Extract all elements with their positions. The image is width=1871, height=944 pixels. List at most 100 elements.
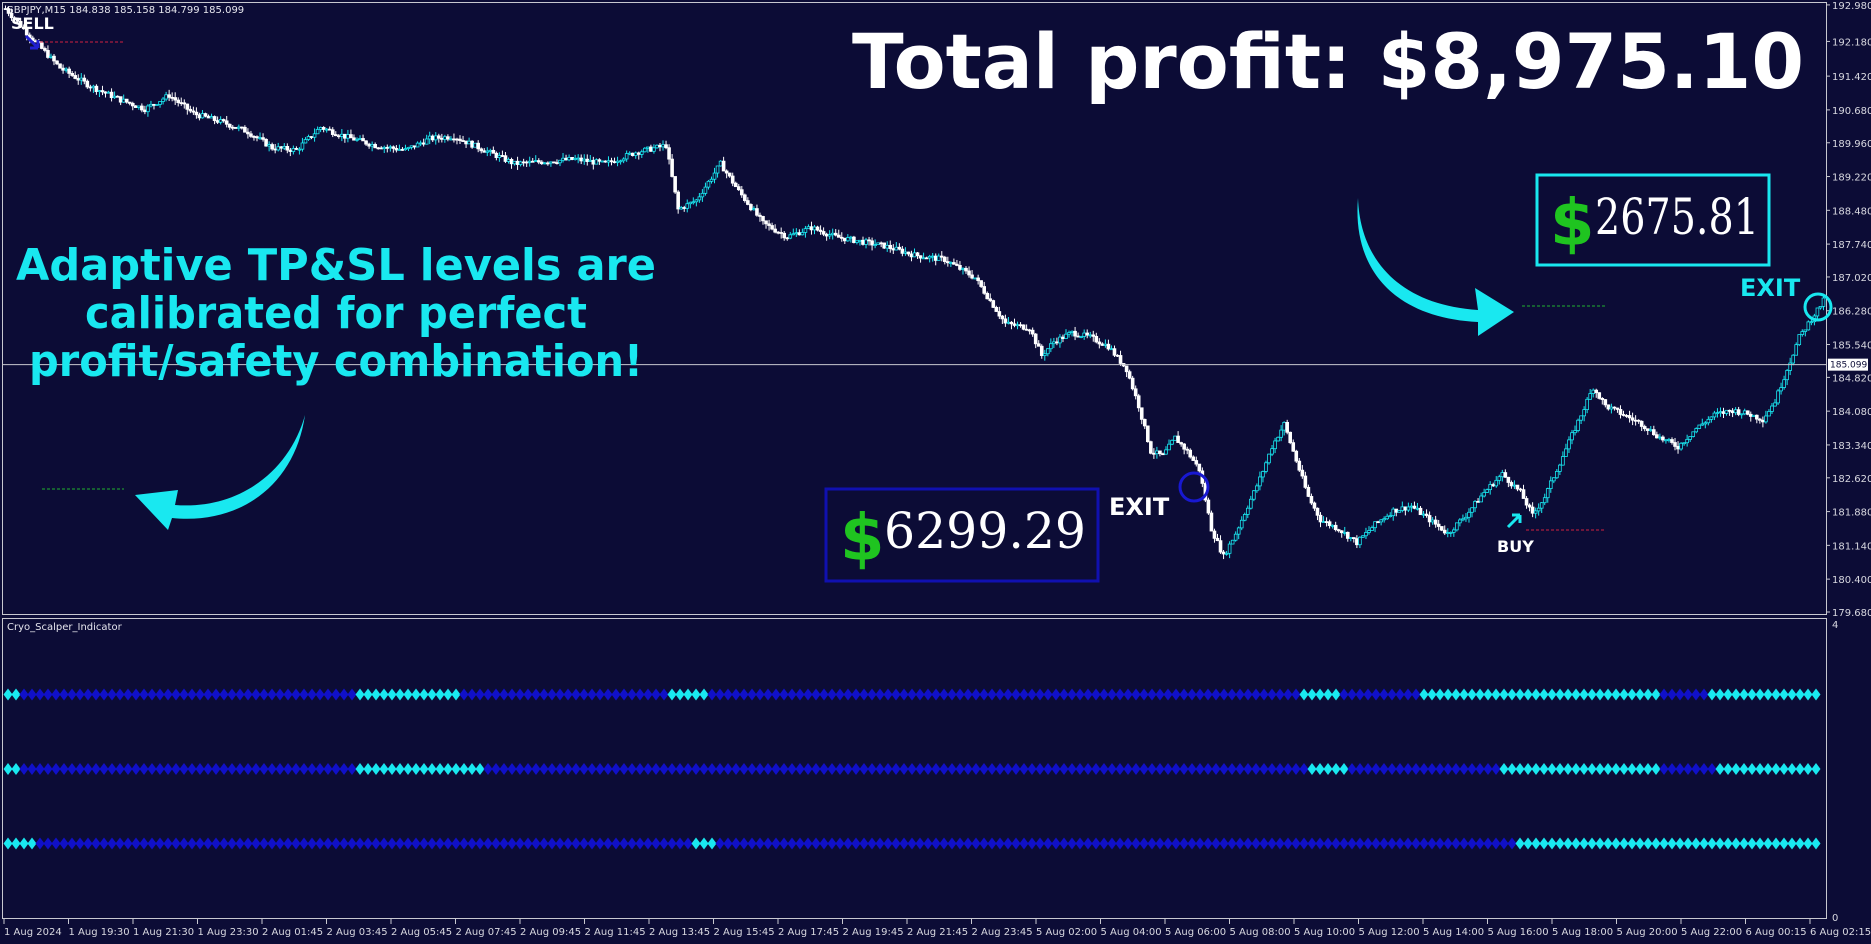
indicator-diamond bbox=[787, 688, 797, 701]
price-pane[interactable] bbox=[2, 2, 1827, 615]
indicator-diamond bbox=[243, 763, 253, 775]
indicator-diamond bbox=[1491, 837, 1501, 850]
candle-body bbox=[1521, 489, 1526, 499]
indicator-diamond bbox=[275, 763, 285, 775]
candle-body bbox=[1106, 343, 1111, 350]
indicator-diamond bbox=[851, 837, 861, 850]
candle-body bbox=[679, 207, 683, 210]
candle-body bbox=[1245, 507, 1250, 515]
candle-body bbox=[1006, 321, 1011, 324]
indicator-diamond bbox=[1411, 837, 1421, 850]
indicator-diamond bbox=[1651, 688, 1661, 701]
indicator-diamond bbox=[1155, 763, 1165, 775]
indicator-diamond bbox=[1123, 837, 1133, 850]
indicator-diamond bbox=[243, 837, 253, 850]
indicator-diamond bbox=[1203, 688, 1213, 701]
indicator-diamond bbox=[1307, 837, 1317, 850]
candle-body bbox=[1018, 324, 1023, 327]
indicator-diamond bbox=[979, 763, 989, 775]
candle-body bbox=[536, 160, 541, 163]
candle-body bbox=[718, 160, 723, 167]
candle-body bbox=[1427, 515, 1432, 523]
indicator-diamond bbox=[115, 688, 125, 701]
indicator-tick-top: 4 bbox=[1832, 620, 1838, 631]
candle-body bbox=[543, 162, 547, 165]
candle-body bbox=[506, 158, 511, 162]
candle-body bbox=[170, 96, 174, 99]
candle-body bbox=[1118, 355, 1123, 364]
candle-body bbox=[1115, 354, 1120, 357]
indicator-pane[interactable] bbox=[2, 618, 1827, 919]
sell-label: SELL bbox=[11, 14, 54, 33]
indicator-diamond bbox=[59, 688, 69, 701]
candle-body bbox=[206, 115, 211, 119]
candle-body bbox=[388, 146, 393, 149]
indicator-diamond bbox=[691, 837, 701, 850]
indicator-diamond bbox=[843, 763, 853, 775]
indicator-diamond bbox=[635, 837, 645, 850]
candle-body bbox=[618, 160, 623, 163]
indicator-diamond bbox=[699, 763, 709, 775]
indicator-diamond bbox=[1307, 763, 1317, 775]
candle-body bbox=[1761, 419, 1765, 423]
candle-body bbox=[736, 186, 741, 191]
indicator-diamond bbox=[1163, 763, 1173, 775]
indicator-diamond bbox=[1139, 763, 1149, 775]
indicator-diamond bbox=[211, 837, 221, 850]
candle-body bbox=[973, 277, 977, 280]
time-tick-label: 2 Aug 11:45 bbox=[585, 927, 646, 938]
indicator-diamond bbox=[795, 763, 805, 775]
indicator-diamond bbox=[987, 688, 997, 701]
candle-body bbox=[491, 149, 496, 154]
indicator-diamond bbox=[1315, 763, 1325, 775]
candle-body bbox=[1321, 521, 1326, 523]
indicator-diamond bbox=[83, 688, 93, 701]
indicator-diamond bbox=[1419, 763, 1429, 775]
candle-body bbox=[597, 159, 602, 162]
candle-body bbox=[606, 160, 611, 163]
indicator-diamond bbox=[555, 837, 565, 850]
indicator-diamond bbox=[307, 763, 317, 775]
indicator-diamond bbox=[283, 688, 293, 701]
candle-body bbox=[449, 138, 453, 141]
indicator-diamond bbox=[635, 763, 645, 775]
candle-body bbox=[327, 128, 332, 131]
indicator-diamond bbox=[1451, 688, 1461, 701]
indicator-diamond bbox=[1771, 763, 1781, 775]
indicator-diamond bbox=[1115, 763, 1125, 775]
candle-body bbox=[1636, 419, 1641, 422]
candle-body bbox=[1745, 410, 1750, 415]
indicator-diamond bbox=[411, 837, 421, 850]
candle-body bbox=[1206, 499, 1211, 514]
indicator-diamond bbox=[331, 688, 341, 701]
candle-body bbox=[1518, 488, 1523, 491]
indicator-diamond bbox=[235, 688, 245, 701]
indicator-diamond bbox=[1099, 837, 1109, 850]
indicator-diamond bbox=[1723, 763, 1733, 775]
candle-body bbox=[1339, 530, 1344, 534]
indicator-diamond bbox=[795, 837, 805, 850]
indicator-diamond bbox=[227, 763, 237, 775]
candle-body bbox=[788, 234, 793, 239]
candle-body bbox=[318, 127, 323, 130]
profit-box-1 bbox=[824, 487, 1100, 583]
candle-body bbox=[997, 311, 1002, 317]
indicator-diamond bbox=[651, 763, 661, 775]
time-tick-label: 2 Aug 15:45 bbox=[714, 927, 775, 938]
indicator-diamond bbox=[347, 688, 357, 701]
candle-body bbox=[861, 239, 865, 245]
candle-body bbox=[261, 137, 265, 140]
candle-body bbox=[582, 158, 587, 162]
candle-body bbox=[452, 138, 456, 141]
candle-body bbox=[194, 111, 199, 116]
indicator-diamond bbox=[1131, 688, 1141, 701]
candle-body bbox=[3, 8, 8, 10]
indicator-diamond bbox=[1587, 763, 1597, 775]
candle-body bbox=[121, 98, 126, 103]
candle-body bbox=[836, 234, 841, 238]
candle-body bbox=[952, 262, 956, 265]
indicator-diamond bbox=[27, 837, 37, 850]
candle-body bbox=[49, 55, 53, 58]
candle-body bbox=[967, 270, 971, 276]
indicator-diamond bbox=[699, 688, 709, 701]
